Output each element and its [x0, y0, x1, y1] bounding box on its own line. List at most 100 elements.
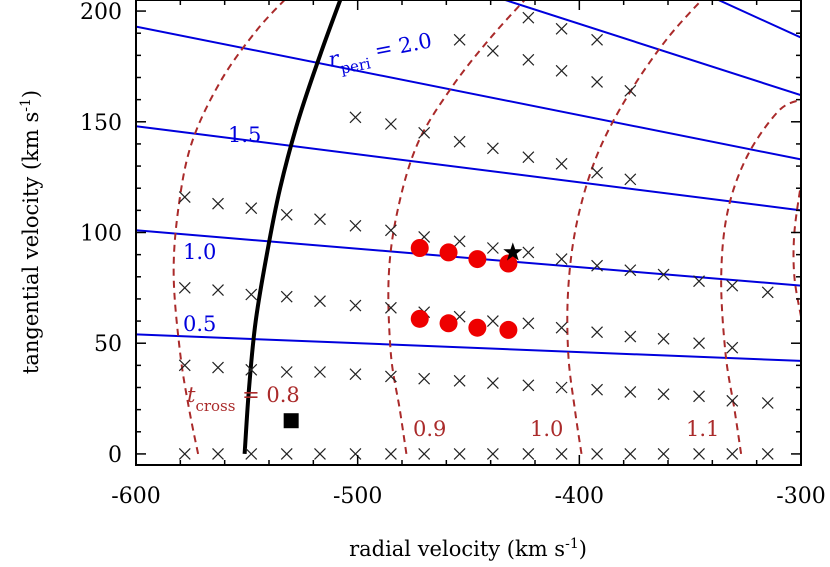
- grid-cross-27: [486, 377, 499, 389]
- grid-cross-72: [384, 118, 397, 130]
- grid-cross-49: [624, 330, 637, 343]
- grid-cross-45: [486, 315, 499, 327]
- grid-cross-8: [453, 448, 466, 460]
- grid-cross-75: [486, 142, 499, 155]
- grid-cross-87: [555, 22, 568, 35]
- grid-cross-55: [245, 202, 258, 215]
- grid-cross-3: [280, 448, 293, 460]
- grid-cross-84: [591, 76, 603, 88]
- red-points: [410, 239, 518, 339]
- grid-cross-50: [657, 332, 670, 345]
- cross-curve-2: [566, 0, 704, 455]
- red-point-0: [410, 239, 429, 257]
- grid-cross-41: [349, 299, 362, 312]
- grid-cross-77: [555, 157, 568, 170]
- grid-cross-7: [418, 448, 431, 460]
- grid-cross-15: [693, 448, 705, 460]
- grid-cross-73: [418, 126, 431, 139]
- x-tick-label: -500: [333, 484, 382, 509]
- cross-curve-0: [172, 0, 287, 455]
- x-tick-labels: -600 -500 -400 -300: [111, 484, 825, 509]
- grid-cross-63: [522, 246, 535, 259]
- grid-cross-56: [280, 208, 293, 221]
- grid-cross-13: [624, 448, 637, 460]
- boundary-curve: [242, 0, 343, 455]
- grid-cross-39: [280, 290, 293, 303]
- star-marker: [503, 242, 523, 261]
- grid-cross-53: [178, 191, 191, 203]
- grid-cross-9: [486, 448, 499, 460]
- grid-cross-80: [453, 33, 466, 46]
- y-tick-label: 150: [80, 111, 122, 136]
- grid-cross-85: [624, 84, 637, 97]
- y-axis-title: tangential velocity (km s-1): [18, 90, 43, 374]
- x-axis-title: radial velocity (km s-1): [349, 536, 587, 561]
- grid-cross-17: [761, 448, 774, 460]
- peri-line-3: [136, 25, 801, 161]
- grid-cross-46: [522, 317, 535, 330]
- grid-cross-5: [349, 448, 362, 460]
- grid-cross-33: [693, 390, 705, 403]
- grid-cross-12: [591, 448, 603, 460]
- cross-label-main: tcross = 0.8: [187, 383, 300, 415]
- y-tick-label: 0: [108, 443, 122, 468]
- grid-cross-61: [453, 235, 466, 248]
- grid-cross-26: [453, 374, 466, 387]
- grid-cross-42: [384, 301, 397, 314]
- grid-cross-76: [522, 151, 535, 164]
- grid-cross-47: [555, 321, 568, 334]
- peri-line-0: [136, 333, 801, 362]
- grid-cross-40: [314, 295, 326, 308]
- grid-cross-16: [726, 448, 739, 460]
- grid-cross-71: [349, 111, 362, 124]
- grid-cross-1: [212, 448, 224, 460]
- grid-cross-30: [591, 383, 603, 396]
- grid-cross-0: [178, 448, 191, 460]
- red-point-2: [468, 250, 487, 269]
- grid-cross-59: [384, 224, 397, 237]
- grid-cross-28: [522, 379, 535, 392]
- grid-cross-14: [657, 448, 670, 460]
- grid-cross-86: [522, 11, 535, 24]
- grid-cross-18: [178, 359, 191, 372]
- grid-cross-32: [657, 388, 670, 401]
- red-point-1: [439, 243, 458, 262]
- peri-line-4: [501, 0, 801, 97]
- grid-cross-79: [624, 173, 637, 186]
- grid-cross-52: [726, 341, 739, 354]
- grid-cross-65: [591, 259, 603, 272]
- grid-cross-38: [245, 288, 258, 301]
- peri-line-5: [716, 0, 801, 39]
- y-tick-label: 200: [80, 0, 122, 25]
- grid-cross-29: [555, 381, 568, 394]
- grid-cross-78: [591, 166, 603, 179]
- grid-cross-48: [591, 326, 603, 339]
- grid-cross-6: [384, 448, 397, 460]
- grid-cross-83: [555, 64, 568, 77]
- grid-crosses: [178, 11, 774, 460]
- grid-cross-70: [761, 286, 774, 299]
- x-tick-label: -400: [555, 484, 604, 509]
- grid-cross-20: [245, 363, 258, 376]
- peri-label-1-0: 1.0: [183, 240, 216, 264]
- cross-curve-1: [387, 0, 527, 455]
- grid-cross-34: [726, 394, 739, 407]
- grid-cross-37: [212, 284, 224, 296]
- peri-label-0-5: 0.5: [183, 312, 216, 336]
- cross-curves: [172, 0, 801, 455]
- peri-label-1-5: 1.5: [228, 123, 261, 147]
- cross-label-1-0: 1.0: [530, 417, 563, 441]
- grid-cross-57: [314, 213, 326, 226]
- grid-cross-2: [245, 448, 258, 460]
- y-tick-label: 50: [94, 332, 122, 357]
- axis-ticks: [135, 0, 802, 465]
- y-tick-labels: 0 50 100 150 200: [80, 0, 122, 468]
- grid-cross-62: [486, 242, 499, 254]
- grid-cross-74: [453, 135, 466, 148]
- grid-cross-66: [624, 264, 637, 277]
- y-tick-label: 100: [80, 222, 122, 247]
- grid-cross-25: [418, 372, 431, 385]
- grid-cross-31: [624, 386, 637, 398]
- grid-cross-69: [726, 279, 739, 292]
